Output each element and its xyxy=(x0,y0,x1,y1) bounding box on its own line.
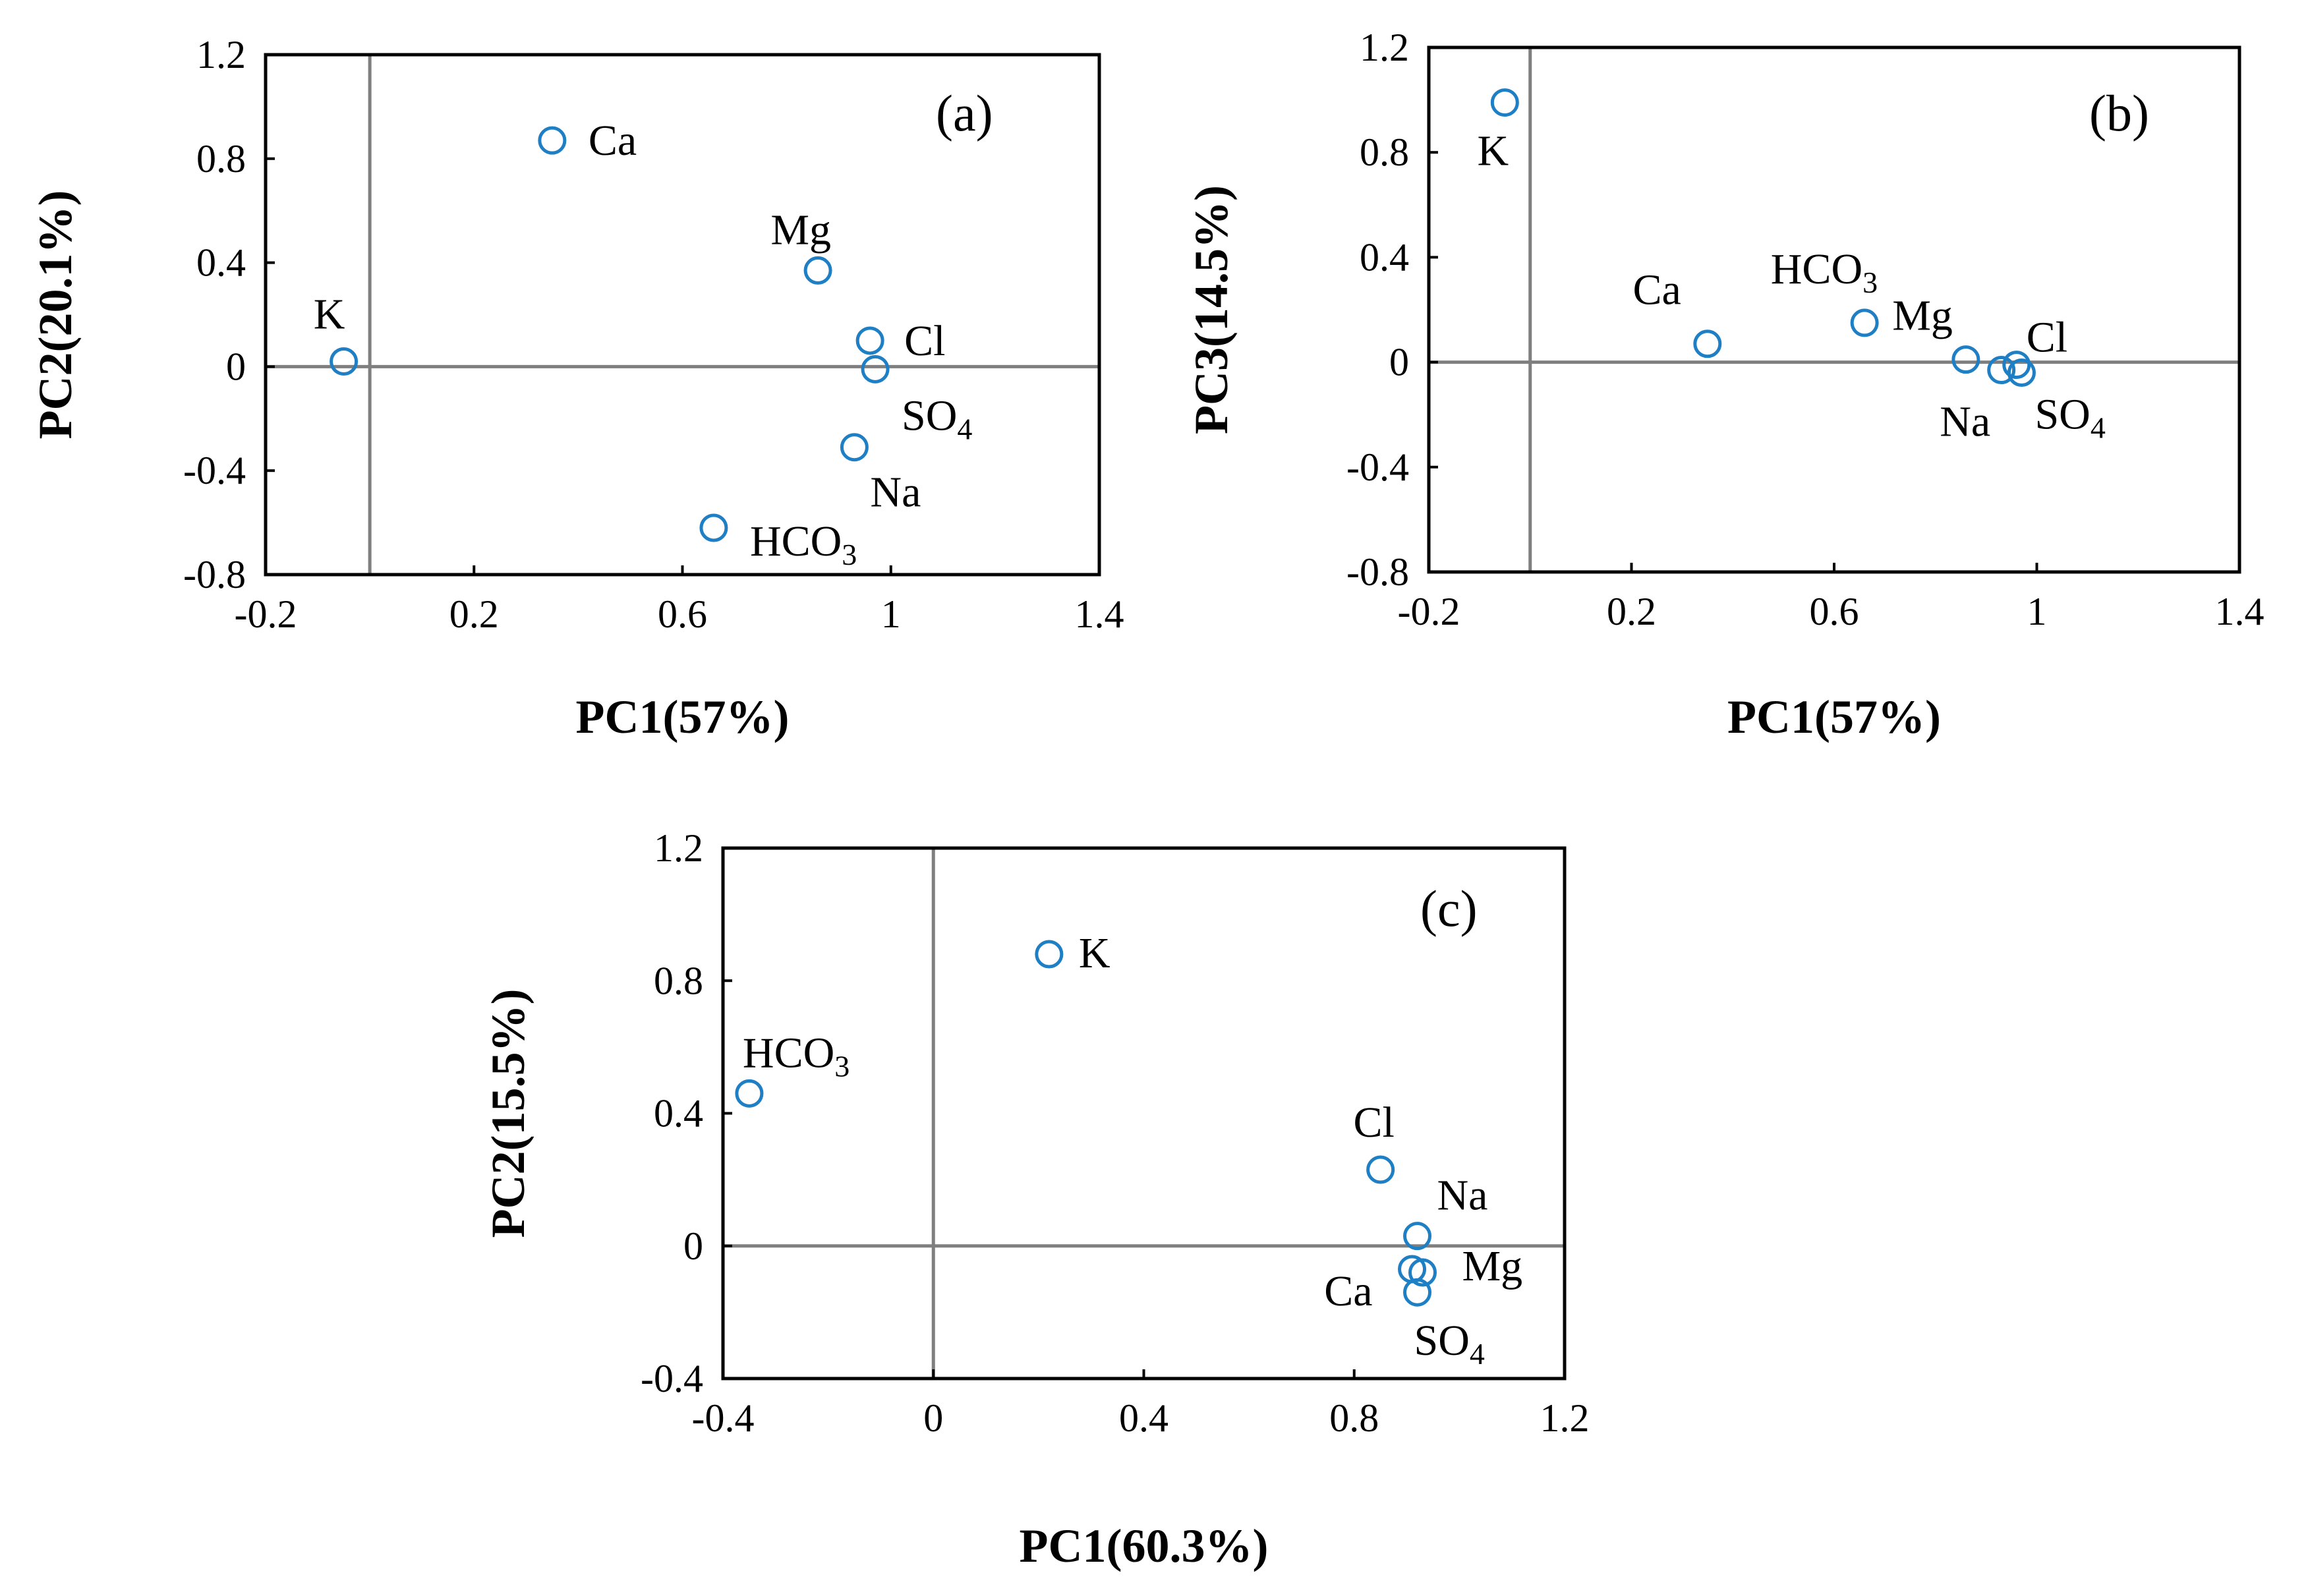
x-tick-label: 0.4 xyxy=(1119,1396,1168,1440)
data-point-cl xyxy=(2002,351,2031,380)
y-tick-label: 0.8 xyxy=(654,959,703,1002)
data-point-k xyxy=(1490,88,1519,117)
x-axis-title: PC1(60.3%) xyxy=(1020,1520,1269,1572)
x-tick-label: 1.4 xyxy=(1075,592,1124,636)
y-tick-label: -0.4 xyxy=(641,1357,703,1400)
y-axis-title: PC2(20.1%) xyxy=(29,190,82,440)
y-tick-label: 0.4 xyxy=(654,1092,703,1135)
y-tick-label: 1.2 xyxy=(1360,26,1409,69)
data-point-hco3 xyxy=(735,1079,764,1108)
y-tick-label: 0 xyxy=(1389,341,1409,384)
point-label-cl: Cl xyxy=(904,317,945,365)
data-point-so4 xyxy=(1403,1278,1432,1307)
data-point-mg xyxy=(1951,345,1980,374)
y-tick-label: 0.8 xyxy=(196,137,246,181)
point-label-cl: Cl xyxy=(2027,314,2067,362)
y-tick-label: 1.2 xyxy=(654,826,703,870)
point-label-hco3: HCO3 xyxy=(750,517,857,571)
point-label-so4: SO4 xyxy=(1414,1317,1485,1371)
point-label-hco3: HCO3 xyxy=(1771,245,1878,299)
point-label-ca: Ca xyxy=(589,117,637,165)
data-point-na xyxy=(1987,356,2016,385)
data-point-na xyxy=(1403,1222,1432,1251)
data-point-k xyxy=(1035,940,1064,969)
point-label-na: Na xyxy=(870,469,921,517)
data-point-hco3 xyxy=(1850,308,1879,337)
x-tick-label: 0.6 xyxy=(658,592,707,636)
data-point-hco3 xyxy=(699,513,728,542)
x-tick-label: 1.2 xyxy=(1540,1396,1590,1440)
y-tick-label: 1.2 xyxy=(196,33,246,76)
x-tick-label: 0 xyxy=(923,1396,943,1440)
y-tick-label: -0.4 xyxy=(1346,445,1409,489)
x-tick-label: 1.4 xyxy=(2215,590,2265,633)
panel-tag: (a) xyxy=(936,84,993,142)
point-label-cl: Cl xyxy=(1353,1098,1394,1147)
panel-tag: (b) xyxy=(2089,84,2149,142)
panel-b: -0.2 0.2 0.6 1 1.4 -0.8 -0.4 0 0.4 0.8 1.2 PC1(57%)… xyxy=(1185,26,2265,743)
data-point-ca xyxy=(1693,329,1722,358)
x-tick-label: 0.2 xyxy=(1607,590,1656,633)
point-label-mg: Mg xyxy=(770,206,831,254)
point-label-hco3: HCO3 xyxy=(743,1029,850,1083)
x-tick-label: 1 xyxy=(881,592,901,636)
data-point-so4 xyxy=(2007,358,2036,387)
panel-a: -0.2 0.2 0.6 1 1.4 -0.8 -0.4 0 0.4 0.8 1.2 PC1(57%)… xyxy=(29,33,1124,743)
point-label-mg: Mg xyxy=(1892,292,1953,340)
x-axis-title: PC1(57%) xyxy=(576,691,790,743)
y-tick-label: -0.4 xyxy=(183,449,246,492)
point-label-ca: Ca xyxy=(1632,266,1681,314)
data-point-k xyxy=(330,347,359,376)
data-point-ca xyxy=(538,126,567,155)
point-label-so4: SO4 xyxy=(902,391,972,445)
x-tick-label: 0.2 xyxy=(449,592,499,636)
point-label-k: K xyxy=(314,291,345,339)
x-tick-label: -0.2 xyxy=(1398,590,1460,633)
point-label-mg: Mg xyxy=(1462,1242,1523,1290)
x-tick-label: 0.6 xyxy=(1810,590,1859,633)
y-tick-label: 0 xyxy=(683,1224,703,1268)
data-point-cl xyxy=(855,326,884,355)
point-label-na: Na xyxy=(1940,398,1990,446)
data-point-so4 xyxy=(861,355,890,384)
point-label-k: K xyxy=(1477,127,1509,175)
y-tick-label: 0.4 xyxy=(1360,235,1409,279)
data-point-cl xyxy=(1366,1155,1395,1184)
y-tick-label: 0.8 xyxy=(1360,130,1409,174)
y-tick-label: -0.8 xyxy=(1346,550,1409,594)
y-tick-label: 0 xyxy=(226,345,246,388)
y-tick-label: -0.8 xyxy=(183,553,246,596)
x-axis-title: PC1(57%) xyxy=(1727,691,1941,743)
data-point-na xyxy=(840,433,869,462)
point-label-so4: SO4 xyxy=(2034,391,2105,445)
point-label-na: Na xyxy=(1437,1172,1488,1220)
x-tick-label: 1 xyxy=(2027,590,2047,633)
point-label-ca: Ca xyxy=(1324,1267,1372,1315)
y-tick-label: 0.4 xyxy=(196,241,246,285)
x-tick-label: -0.4 xyxy=(692,1396,755,1440)
panel-c: -0.4 0 0.4 0.8 1.2 -0.4 0 0.4 0.8 1.2 PC1(60.3%) PC… xyxy=(482,826,1590,1572)
data-point-mg xyxy=(803,256,832,285)
x-tick-label: -0.2 xyxy=(235,592,297,636)
point-label-k: K xyxy=(1079,929,1111,977)
y-axis-title: PC3(14.5%) xyxy=(1185,185,1238,434)
x-tick-label: 0.8 xyxy=(1329,1396,1379,1440)
panel-tag: (c) xyxy=(1420,880,1478,937)
y-axis-title: PC2(15.5%) xyxy=(482,989,534,1238)
